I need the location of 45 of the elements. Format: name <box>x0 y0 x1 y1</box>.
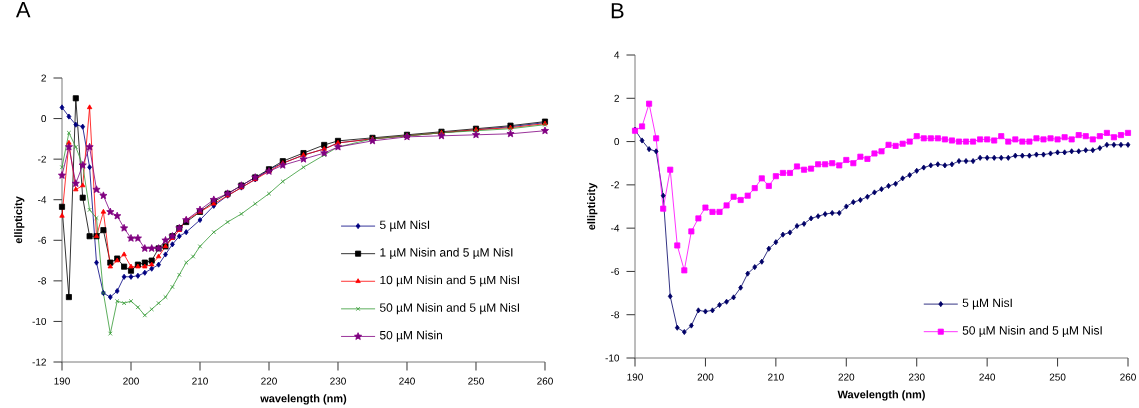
x-tick-label: 220 <box>261 377 277 385</box>
x-tick-label: 250 <box>468 377 484 385</box>
y-tick-label: 0 <box>614 138 620 146</box>
legend-label: 50 µM Nisin <box>379 330 443 342</box>
y-tick-label: -10 <box>32 317 47 325</box>
legend-label: 1 µM Nisin and 5 µM NisI <box>380 247 513 259</box>
y-tick-label: 0 <box>41 115 47 123</box>
y-tick-label: -6 <box>38 236 47 244</box>
y-tick-label: -4 <box>611 224 620 232</box>
y-tick-label: -2 <box>38 155 46 163</box>
chart-title: A <box>15 2 31 18</box>
y-tick-label: -12 <box>32 358 46 366</box>
y-tick-label: -4 <box>38 196 47 204</box>
x-tick-label: 240 <box>979 373 996 381</box>
legend-label: 50 µM Nisin and 5 µM NisI <box>962 325 1102 337</box>
x-tick-label: 210 <box>192 377 208 385</box>
y-axis-title: ellipticity <box>14 196 25 244</box>
x-tick-label: 230 <box>908 373 925 381</box>
x-tick-label: 190 <box>627 373 643 381</box>
y-tick-label: -6 <box>611 267 620 275</box>
x-tick-label: 200 <box>697 373 714 381</box>
legend-label: 10 µM Nisin and 5 µM NisI <box>380 275 519 287</box>
legend-label: 5 µM NisI <box>379 220 430 232</box>
x-tick-label: 230 <box>330 377 346 385</box>
y-tick-label: -8 <box>611 311 620 319</box>
y-tick-label: -2 <box>611 181 619 189</box>
x-tick-label: 220 <box>838 373 855 381</box>
y-tick-label: 4 <box>614 51 620 59</box>
chart-title: B <box>611 3 624 19</box>
y-tick-label: -10 <box>605 354 620 362</box>
x-tick-label: 240 <box>399 377 415 385</box>
y-tick-label: -8 <box>38 277 47 285</box>
legend-label: 50 µM Nisin and 5 µM NisI <box>379 303 519 315</box>
x-tick-label: 260 <box>537 377 553 385</box>
y-tick-label: 2 <box>41 74 46 82</box>
x-axis-title: Wavelength (nm) <box>837 390 925 401</box>
x-tick-label: 200 <box>123 377 139 385</box>
y-axis-title: ellipticity <box>587 182 598 230</box>
x-tick-label: 250 <box>1049 373 1066 381</box>
legend-label: 5 µM NisI <box>962 298 1012 310</box>
y-tick-label: 2 <box>614 94 619 102</box>
x-tick-label: 190 <box>54 377 70 385</box>
x-tick-label: 210 <box>768 373 784 381</box>
x-tick-label: 260 <box>1120 373 1136 381</box>
x-axis-title: wavelength (nm) <box>260 394 347 405</box>
